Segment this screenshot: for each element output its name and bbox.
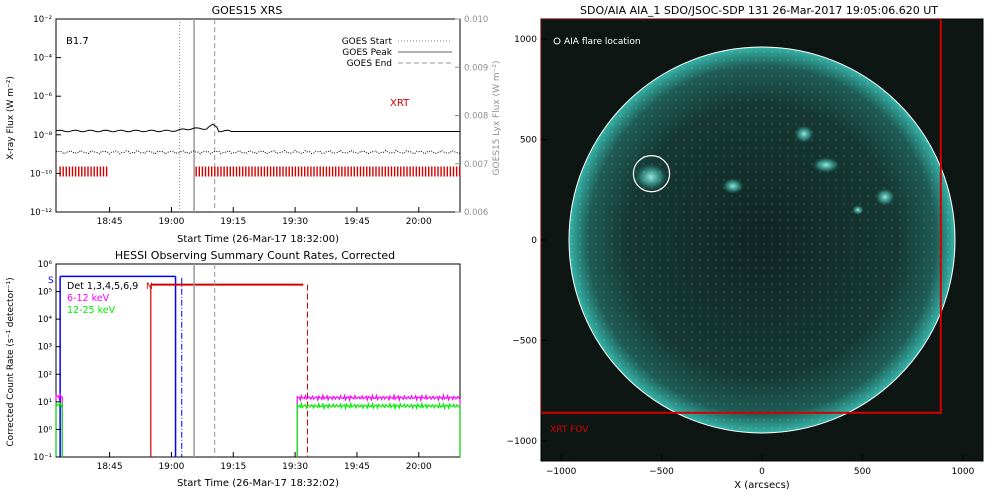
hessi-y-tick-label: 10² (38, 370, 52, 380)
goes-x-axis-label: Start Time (26-Mar-17 18:32:00) (177, 234, 339, 245)
xrt-fov-label: XRT FOV (550, 425, 589, 435)
goes-x-tick-label: 19:30 (282, 217, 308, 227)
aia-x-tick-label: −1000 (546, 467, 577, 477)
goes-plot-frame (55, 18, 461, 213)
goes-title: GOES15 XRS (212, 4, 283, 17)
goes-x-ticks: 18:45 19:00 19:15 19:30 19:45 20:00 (97, 207, 432, 227)
goes-xrs-panel: GOES15 XRS 10⁻² 10⁻⁴ 10⁻⁶ 10⁻⁸ 10⁻¹⁰ 10⁻¹² 0.… (6, 4, 502, 245)
hessi-x-tick-label: 20:00 (406, 462, 432, 472)
hessi-legend-det: Det 1,3,4,5,6,9 (67, 281, 138, 292)
goes-x-tick-label: 18:45 (97, 217, 123, 227)
flare-legend-marker (553, 37, 561, 45)
goes-y-tick-label: 10⁻¹² (30, 208, 52, 218)
aia-x-tick-label: 1000 (951, 467, 974, 477)
hessi-y-tick-label: 10⁰ (38, 425, 53, 435)
goes-x-tick-label: 20:00 (406, 217, 432, 227)
hessi-y-tick-label: 10⁻¹ (33, 453, 52, 463)
aia-y-tick-label: 500 (520, 136, 537, 146)
hessi-legend: Det 1,3,4,5,6,9 6-12 keV 12-25 keV (67, 281, 138, 316)
goes-legend-peak-label: GOES Peak (342, 48, 392, 58)
hessi-x-tick-label: 19:45 (344, 462, 370, 472)
hessi-marks (55, 264, 461, 457)
goes-y-tick-label: 10⁻² (33, 15, 52, 25)
aia-image-panel: SDO/AIA AIA_1 SDO/JSOC-SDP 131 26-Mar-20… (507, 4, 984, 491)
goes-y-tick-label: 10⁻⁸ (33, 131, 52, 141)
aia-x-axis-label: X (arcsecs) (734, 480, 790, 491)
goes-long-channel-series (55, 123, 460, 133)
solar-limb (568, 46, 956, 434)
hessi-legend-12-25: 12-25 keV (67, 305, 116, 316)
hessi-x-tick-label: 19:00 (158, 462, 184, 472)
goes-x-tick-label: 19:15 (220, 217, 246, 227)
hessi-series-6-12-kev (296, 392, 461, 457)
hessi-x-tick-label: 19:30 (282, 462, 308, 472)
goes-y2-tick-label: 0.010 (464, 15, 488, 25)
goes-y2-tick-label: 0.007 (464, 160, 488, 170)
goes-x-tick-label: 19:00 (158, 217, 184, 227)
goes-y2-tick-label: 0.006 (464, 208, 488, 218)
aia-y-tick-label: 1000 (514, 35, 537, 45)
hessi-legend-6-12: 6-12 keV (67, 293, 110, 304)
aia-y-ticks: 1000 500 0 −500 −1000 (507, 35, 547, 447)
goes-y-ticks: 10⁻² 10⁻⁴ 10⁻⁶ 10⁻⁸ 10⁻¹⁰ 10⁻¹² (30, 15, 61, 218)
goes-x-tick-label: 19:45 (344, 217, 370, 227)
hessi-series-6-12-kev (55, 392, 63, 457)
aia-flare-legend: AIA flare location (553, 37, 641, 47)
goes-y-axis-label: X-ray Flux (W m⁻²) (6, 76, 16, 160)
aia-x-tick-label: 500 (854, 467, 871, 477)
aia-y-tick-label: −1000 (507, 437, 538, 447)
xrt-coverage-ticks (59, 166, 108, 177)
goes-y2-axis-label: GOES15 Lyx Flux (W m⁻²) (492, 61, 502, 176)
goes-legend-start-label: GOES Start (342, 37, 393, 47)
hessi-panel: HESSI Observing Summary Count Rates, Cor… (6, 249, 461, 489)
aia-y-tick-label: 0 (531, 236, 537, 246)
active-regions (569, 47, 955, 433)
hessi-y-tick-label: 10⁶ (38, 260, 53, 270)
goes-y2-ticks: 0.010 0.009 0.008 0.007 0.006 (455, 15, 488, 218)
hessi-series-12-25-kev (55, 400, 63, 457)
aia-x-ticks: −1000 −500 0 500 1000 (546, 455, 975, 477)
goes-marks (55, 19, 461, 212)
hessi-x-ticks: 18:45 19:00 19:15 19:30 19:45 20:00 (97, 452, 432, 472)
hessi-y-tick-label: 10⁵ (38, 288, 52, 298)
goes-y-tick-label: 10⁻⁴ (33, 54, 52, 64)
aia-x-tick-label: −500 (649, 467, 674, 477)
goes-short-channel-series (55, 149, 461, 155)
aia-title: SDO/AIA AIA_1 SDO/JSOC-SDP 131 26-Mar-20… (580, 4, 938, 17)
hessi-flag-n: N (146, 282, 153, 292)
flare-legend-label: AIA flare location (564, 37, 641, 47)
xrt-fov-box (541, 19, 942, 414)
aia-marks (541, 19, 942, 414)
hessi-x-axis-label: Start Time (26-Mar-17 18:32:02) (177, 478, 339, 489)
goes-legend: GOES Start GOES Peak GOES End (342, 37, 452, 69)
aia-y-tick-label: −500 (512, 336, 537, 346)
hessi-y-tick-label: 10⁴ (38, 315, 53, 325)
goes-y-tick-label: 10⁻¹⁰ (30, 169, 53, 179)
hessi-y-ticks: 10⁶ 10⁵ 10⁴ 10³ 10² 10¹ 10⁰ 10⁻¹ (33, 260, 61, 463)
aia-x-tick-label: 0 (759, 467, 765, 477)
hessi-x-tick-label: 18:45 (97, 462, 123, 472)
flare-location-circle (632, 155, 671, 193)
goes-xrt-label: XRT (390, 98, 410, 109)
goes-class-label: B1.7 (66, 36, 89, 47)
hessi-title: HESSI Observing Summary Count Rates, Cor… (115, 249, 395, 262)
goes-y-tick-label: 10⁻⁶ (33, 92, 52, 102)
hessi-series-12-25-kev (296, 401, 461, 457)
lat-lon-grid (569, 47, 955, 433)
hessi-flag-s: S (48, 276, 54, 286)
hessi-x-tick-label: 19:15 (220, 462, 246, 472)
xrt-coverage-ticks (195, 166, 461, 177)
hessi-plot-frame (55, 263, 461, 458)
hessi-y-tick-label: 10³ (38, 343, 52, 353)
goes-y2-tick-label: 0.008 (464, 112, 488, 122)
hessi-y-tick-label: 10¹ (38, 398, 52, 408)
goes-y2-tick-label: 0.009 (464, 63, 488, 73)
hessi-y-axis-label: Corrected Count Rate (s⁻¹ detector⁻¹) (6, 277, 16, 446)
goes-legend-end-label: GOES End (347, 59, 392, 69)
